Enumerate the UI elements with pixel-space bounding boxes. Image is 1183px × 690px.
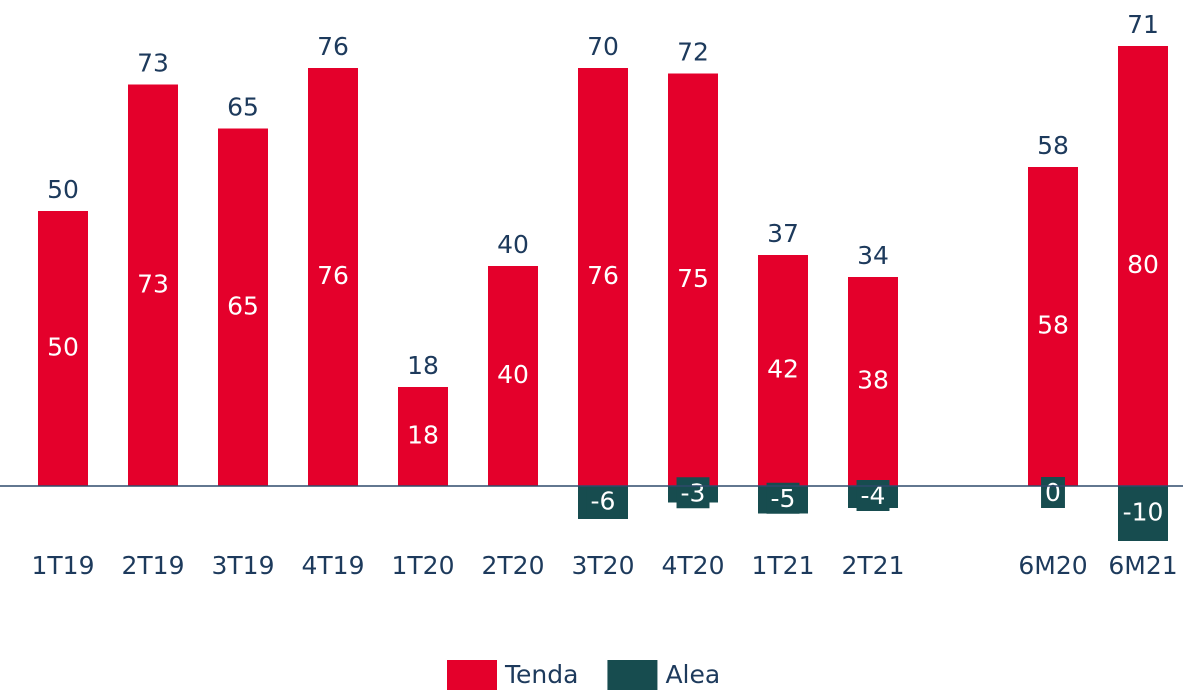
segment-label: -3 [681, 478, 706, 507]
segment-label-bg [1041, 477, 1065, 508]
bar-segment [1118, 46, 1168, 486]
bar-segment [218, 128, 268, 486]
bar-segment [668, 73, 718, 486]
segment-label: 75 [677, 264, 709, 293]
segment-label-bg [586, 485, 620, 517]
x-tick-label: 1T21 [752, 551, 815, 580]
x-tick-label: 4T20 [662, 551, 725, 580]
total-label: 18 [407, 351, 439, 380]
total-label: 76 [317, 32, 349, 61]
segment-label: 58 [1037, 311, 1069, 340]
total-label: 72 [677, 38, 709, 67]
total-label: 37 [767, 219, 799, 248]
x-tick-label: 2T19 [122, 551, 185, 580]
x-tick-label: 3T19 [212, 551, 275, 580]
segment-label: 42 [767, 355, 799, 384]
bar-segment [398, 387, 448, 486]
total-label: 71 [1127, 10, 1159, 39]
total-label: 50 [47, 175, 79, 204]
segment-label: -5 [771, 484, 796, 513]
bar-segment [848, 277, 898, 486]
total-label: 70 [587, 32, 619, 61]
segment-label-bg [1118, 496, 1168, 528]
x-tick-label: 6M20 [1018, 551, 1087, 580]
total-label: 65 [227, 93, 259, 122]
x-tick-label: 4T19 [302, 551, 365, 580]
legend-label: Tenda [504, 660, 578, 689]
bar-segment [578, 68, 628, 486]
x-tick-label: 1T19 [32, 551, 95, 580]
total-label: 40 [497, 230, 529, 259]
bar-segment [488, 266, 538, 486]
segment-label-bg [766, 482, 800, 514]
segment-label: 40 [497, 360, 529, 389]
total-label: 73 [137, 49, 169, 78]
x-tick-label: 2T21 [842, 551, 905, 580]
segment-label: 38 [857, 366, 889, 395]
segment-label-bg [856, 480, 890, 511]
segment-label: -6 [591, 487, 616, 516]
segment-label: -10 [1123, 498, 1164, 527]
bar-segment [308, 68, 358, 486]
segment-label: 65 [227, 291, 259, 320]
legend-swatch [447, 660, 497, 690]
bar-segment [1028, 167, 1078, 486]
segment-label: 0 [1045, 478, 1061, 507]
bar-segment [38, 211, 88, 486]
x-tick-label: 2T20 [482, 551, 545, 580]
x-tick-label: 3T20 [572, 551, 635, 580]
segment-label: 76 [587, 261, 619, 290]
total-label: 34 [857, 241, 889, 270]
x-tick-label: 1T20 [392, 551, 455, 580]
segment-label-bg [676, 477, 710, 509]
legend-label: Alea [665, 660, 720, 689]
x-tick-label: 6M21 [1108, 551, 1177, 580]
legend-swatch [607, 660, 658, 690]
segment-label: 76 [317, 261, 349, 290]
bar-segment [128, 84, 178, 486]
segment-label: 73 [137, 269, 169, 298]
bar-segment [758, 255, 808, 486]
segment-label: 80 [1127, 250, 1159, 279]
total-label: 58 [1037, 131, 1069, 160]
segment-label: 50 [47, 333, 79, 362]
segment-label: 18 [407, 421, 439, 450]
